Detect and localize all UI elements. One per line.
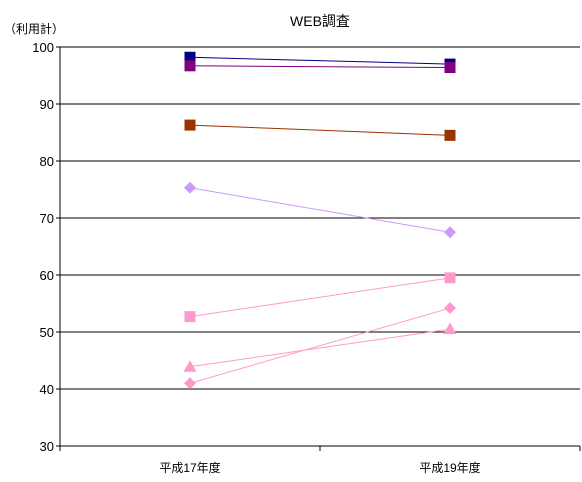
series-6 [183,322,457,372]
series-2 [184,60,456,74]
y-tick-label: 30 [40,439,54,454]
y-axis-unit-label: （利用計） [4,21,64,36]
data-point-square [444,129,456,141]
x-axis-tick-labels: 平成17年度 平成19年度 [159,460,480,475]
axes [56,46,581,451]
series-line [189,124,451,136]
y-tick-label: 80 [40,154,54,169]
series-line [189,56,451,65]
data-point-square [184,311,196,323]
series-line [189,307,451,384]
data-point-diamond [444,226,456,239]
x-tick-label: 平成19年度 [419,460,480,475]
data-point-diamond [184,377,196,390]
series-3 [184,119,456,141]
data-point-square [184,60,196,72]
data-point-square [184,119,196,131]
data-point-triangle [183,360,197,372]
y-axis-tick-labels: 30 40 50 60 70 80 90 100 [32,40,54,454]
y-tick-label: 100 [32,40,54,55]
y-tick-label: 60 [40,268,54,283]
x-tick-label: 平成17年度 [159,460,220,475]
data-point-square [444,62,456,74]
series-4 [184,181,456,239]
y-tick-label: 90 [40,97,54,112]
y-tick-label: 70 [40,211,54,226]
series-line [189,328,451,368]
series-group [183,51,457,390]
y-tick-label: 40 [40,382,54,397]
series-line [189,65,451,69]
gridlines [60,46,580,390]
series-line [189,277,451,318]
y-tick-label: 50 [40,325,54,340]
data-point-diamond [444,302,456,315]
data-point-diamond [184,181,196,194]
data-point-triangle [443,322,457,335]
series-7 [184,302,456,390]
data-point-square [444,272,456,284]
chart-title: WEB調査 [290,13,350,29]
data-point-square [184,51,196,63]
series-5 [184,272,456,323]
series-line [189,187,451,233]
